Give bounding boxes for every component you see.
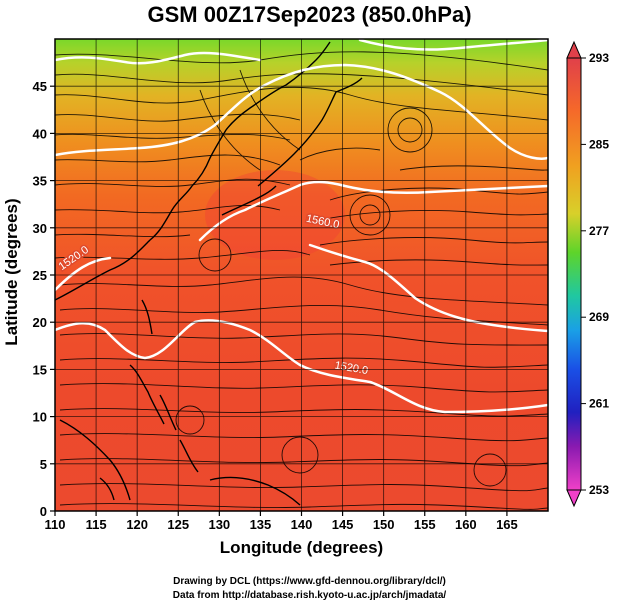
- colorbar-bottom-arrow: [566, 489, 582, 508]
- y-tick-label: 20: [33, 315, 47, 330]
- y-tick-label: 10: [33, 410, 47, 425]
- colorbar: 293 285 277 269 261 253: [566, 40, 609, 508]
- y-tick-label: 30: [33, 221, 47, 236]
- y-tick-label: 40: [33, 126, 47, 141]
- y-tick-label: 25: [33, 268, 47, 283]
- x-axis: 110 115 120 125 130 135 140 145 150 155 160 165: [45, 511, 518, 532]
- x-tick-label: 165: [496, 517, 518, 532]
- x-tick-label: 145: [332, 517, 354, 532]
- x-tick-label: 125: [167, 517, 189, 532]
- colorbar-body: [566, 57, 582, 491]
- x-tick-label: 110: [45, 517, 66, 532]
- warm-core-shading: [205, 170, 345, 260]
- y-tick-label: 45: [33, 79, 47, 94]
- y-tick-label: 35: [33, 174, 47, 189]
- drawing-credit: Drawing by DCL (https://www.gfd-dennou.o…: [173, 576, 446, 587]
- colorbar-tick-label: 277: [589, 224, 609, 238]
- x-axis-label: Longitude (degrees): [219, 538, 384, 557]
- x-tick-label: 120: [126, 517, 148, 532]
- colorbar-top-arrow: [566, 40, 582, 59]
- colorbar-tick-label: 285: [589, 137, 609, 151]
- y-tick-label: 15: [33, 362, 47, 377]
- x-tick-label: 140: [291, 517, 313, 532]
- data-credit: Data from http://database.rish.kyoto-u.a…: [172, 590, 447, 601]
- x-tick-label: 130: [208, 517, 230, 532]
- colorbar-tick-label: 269: [589, 310, 609, 324]
- streamlines: [55, 51, 548, 510]
- y-tick-label: 5: [40, 457, 47, 472]
- colorbar-ticks: 293 285 277 269 261 253: [581, 51, 609, 497]
- colorbar-tick-label: 253: [589, 483, 609, 497]
- colorbar-tick-label: 261: [589, 397, 609, 411]
- y-axis: 0 5 10 15 20 25 30 35 40 45: [33, 79, 55, 519]
- x-tick-label: 160: [455, 517, 477, 532]
- map-title: GSM 00Z17Sep2023 (850.0hPa): [147, 2, 472, 27]
- y-tick-label: 0: [40, 504, 47, 519]
- x-tick-label: 115: [86, 517, 107, 532]
- x-tick-label: 150: [373, 517, 395, 532]
- x-tick-label: 155: [414, 517, 436, 532]
- lat-lon-grid: [55, 39, 548, 511]
- colorbar-tick-label: 293: [589, 51, 609, 65]
- x-tick-label: 135: [250, 517, 272, 532]
